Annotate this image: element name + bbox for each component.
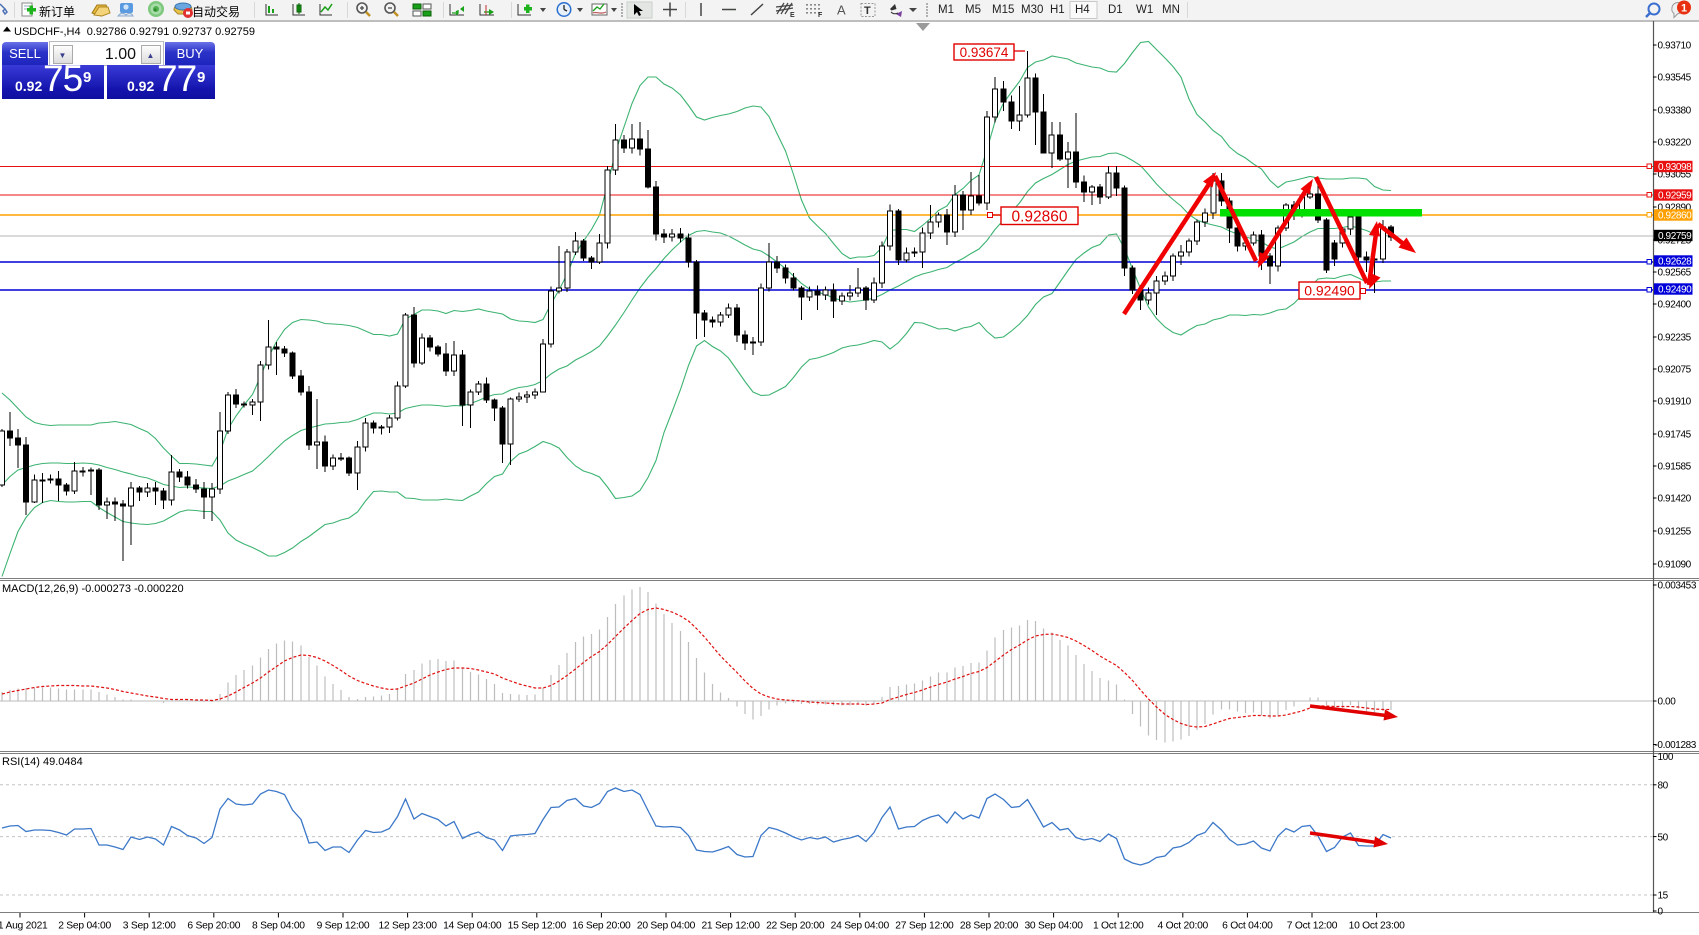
svg-text:0.92759: 0.92759 — [1658, 231, 1692, 242]
svg-text:0.92628: 0.92628 — [1658, 257, 1692, 268]
svg-text:6 Sep 20:00: 6 Sep 20:00 — [187, 921, 240, 932]
svg-text:14 Sep 04:00: 14 Sep 04:00 — [443, 921, 502, 932]
svg-text:0.003453: 0.003453 — [1658, 581, 1697, 592]
svg-text:8 Sep 04:00: 8 Sep 04:00 — [252, 921, 305, 932]
svg-text:10 Oct 23:00: 10 Oct 23:00 — [1349, 921, 1405, 932]
svg-text:E: E — [790, 12, 795, 19]
svg-text:9 Sep 12:00: 9 Sep 12:00 — [317, 921, 370, 932]
svg-text:0.93710: 0.93710 — [1658, 41, 1692, 52]
svg-text:0.92860: 0.92860 — [1011, 208, 1067, 225]
svg-text:0.93098: 0.93098 — [1658, 162, 1692, 173]
svg-text:0.91090: 0.91090 — [1658, 560, 1692, 571]
svg-text:0.91420: 0.91420 — [1658, 494, 1692, 505]
svg-text:0.91745: 0.91745 — [1658, 430, 1692, 441]
svg-text:A: A — [837, 3, 846, 18]
svg-text:0.91910: 0.91910 — [1658, 397, 1692, 408]
svg-text:28 Sep 20:00: 28 Sep 20:00 — [960, 921, 1019, 932]
svg-text:30 Sep 04:00: 30 Sep 04:00 — [1024, 921, 1083, 932]
svg-text:16 Sep 20:00: 16 Sep 20:00 — [572, 921, 631, 932]
svg-text:3 Sep 12:00: 3 Sep 12:00 — [123, 921, 176, 932]
svg-text:80: 80 — [1658, 781, 1669, 792]
svg-text:0.92490: 0.92490 — [1658, 285, 1692, 296]
svg-text:7 Oct 12:00: 7 Oct 12:00 — [1287, 921, 1338, 932]
svg-text:1 Oct 12:00: 1 Oct 12:00 — [1093, 921, 1144, 932]
svg-text:24 Sep 04:00: 24 Sep 04:00 — [831, 921, 890, 932]
svg-text:0.92860: 0.92860 — [1658, 211, 1692, 222]
svg-text:1: 1 — [1681, 3, 1687, 15]
svg-text:0.91255: 0.91255 — [1658, 527, 1692, 538]
svg-text:6 Oct 04:00: 6 Oct 04:00 — [1222, 921, 1273, 932]
svg-text:0.00: 0.00 — [1658, 697, 1677, 708]
svg-text:-0.001283: -0.001283 — [1655, 740, 1697, 751]
svg-text:0.91585: 0.91585 — [1658, 462, 1692, 473]
svg-text:0.92490: 0.92490 — [1304, 283, 1355, 299]
svg-text:0.93380: 0.93380 — [1658, 106, 1692, 117]
svg-text:4 Oct 20:00: 4 Oct 20:00 — [1158, 921, 1209, 932]
svg-text:0.92890: 0.92890 — [1658, 203, 1692, 214]
svg-text:0.93055: 0.93055 — [1658, 170, 1692, 181]
svg-text:USDCHF-,H4 0.92786 0.92791 0.: USDCHF-,H4 0.92786 0.92791 0.92737 0.927… — [14, 26, 255, 38]
svg-text:0.93220: 0.93220 — [1658, 138, 1692, 149]
svg-text:0.92565: 0.92565 — [1658, 268, 1692, 279]
svg-text:0.92959: 0.92959 — [1658, 191, 1692, 202]
svg-text:15 Sep 12:00: 15 Sep 12:00 — [508, 921, 567, 932]
svg-text:RSI(14) 49.0484: RSI(14) 49.0484 — [2, 756, 83, 768]
svg-text:20 Sep 04:00: 20 Sep 04:00 — [637, 921, 696, 932]
svg-text:MACD(12,26,9) -0.000273 -0.000: MACD(12,26,9) -0.000273 -0.000220 — [2, 583, 184, 595]
svg-text:2 Sep 04:00: 2 Sep 04:00 — [58, 921, 111, 932]
svg-text:31 Aug 2021: 31 Aug 2021 — [0, 921, 48, 932]
svg-text:12 Sep 23:00: 12 Sep 23:00 — [378, 921, 437, 932]
svg-text:27 Sep 12:00: 27 Sep 12:00 — [895, 921, 954, 932]
svg-text:50: 50 — [1658, 832, 1669, 843]
svg-text:0.92075: 0.92075 — [1658, 365, 1692, 376]
svg-text:0.93674: 0.93674 — [960, 45, 1009, 60]
svg-text:0.93545: 0.93545 — [1658, 73, 1692, 84]
svg-text:0.92400: 0.92400 — [1658, 300, 1692, 311]
svg-text:0.92235: 0.92235 — [1658, 333, 1692, 344]
svg-text:15: 15 — [1658, 891, 1669, 902]
svg-text:F: F — [818, 12, 823, 19]
svg-text:22 Sep 20:00: 22 Sep 20:00 — [766, 921, 825, 932]
svg-text:100: 100 — [1658, 752, 1674, 763]
svg-text:T: T — [864, 5, 871, 17]
svg-text:0: 0 — [1658, 907, 1664, 918]
svg-text:21 Sep 12:00: 21 Sep 12:00 — [701, 921, 760, 932]
